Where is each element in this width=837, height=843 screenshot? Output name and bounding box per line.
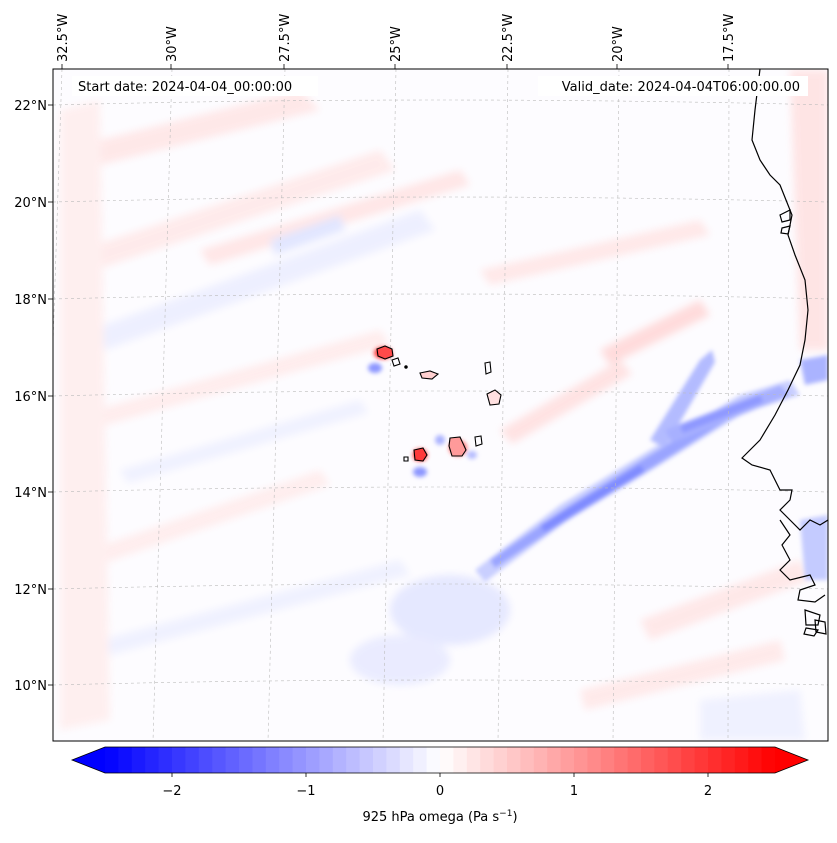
- colorbar-step: [158, 747, 173, 773]
- colorbar-step: [641, 747, 655, 773]
- colorbar-step: [667, 747, 682, 773]
- colorbar-tick-label-3: 1: [570, 784, 578, 799]
- colorbar-tick-label-4: 2: [704, 784, 712, 799]
- colorbar: −2 −1 0 1 2 925 hPa omega (Pa s−1): [70, 746, 810, 825]
- colorbar-step: [480, 747, 495, 773]
- latitude-labels: 22°N 20°N 18°N 16°N 14°N 12°N 10°N: [14, 99, 53, 694]
- lon-label-2: 27.5°W: [278, 14, 293, 62]
- colorbar-step: [708, 747, 722, 773]
- colorbar-step: [627, 747, 642, 773]
- svg-text:20°W: 20°W: [611, 26, 626, 62]
- colorbar-step: [172, 747, 186, 773]
- start-date-box: [72, 76, 318, 96]
- colorbar-step: [748, 747, 763, 773]
- longitude-labels: 32.5°W 30°W 27.5°W 25°W 22.5°W 20°W 17.5°W: [56, 14, 737, 69]
- map-frame: [52, 68, 829, 742]
- colorbar-step: [681, 747, 696, 773]
- colorbar-step: [614, 747, 629, 773]
- colorbar-step: [118, 747, 133, 773]
- cape-verde-islands: [376, 345, 502, 462]
- lon-label-1: 30°W: [165, 26, 180, 62]
- colorbar-step: [212, 747, 227, 773]
- colorbar-step: [239, 747, 253, 773]
- colorbar-step: [600, 747, 615, 773]
- colorbar-label-close: ): [512, 810, 517, 825]
- lon-label-5: 20°W: [611, 26, 626, 62]
- start-date-label: Start date: 2024-04-04_00:00:00: [78, 80, 292, 95]
- colorbar-step: [466, 747, 481, 773]
- colorbar-step: [292, 747, 307, 773]
- graticule: [53, 69, 828, 741]
- colorbar-step: [332, 747, 347, 773]
- colorbar-step: [547, 747, 562, 773]
- lon-label-0: 32.5°W: [56, 14, 71, 62]
- colorbar-extend-max: [775, 747, 808, 773]
- colorbar-step: [426, 747, 441, 773]
- colorbar-step: [507, 747, 521, 773]
- colorbar-step: [105, 747, 119, 773]
- colorbar-step: [694, 747, 709, 773]
- svg-text:17.5°W: 17.5°W: [722, 14, 737, 62]
- colorbar-tick-label-2: 0: [436, 784, 444, 799]
- colorbar-step: [453, 747, 468, 773]
- colorbar-step: [399, 747, 414, 773]
- colorbar-step: [265, 747, 280, 773]
- valid-date-box: [538, 76, 808, 96]
- colorbar-step: [319, 747, 334, 773]
- colorbar-extend-min: [72, 747, 105, 773]
- lat-label-0: 22°N: [14, 99, 47, 114]
- colorbar-step: [145, 747, 160, 773]
- colorbar-label: 925 hPa omega (Pa s−1): [362, 809, 517, 825]
- colorbar-step: [734, 747, 749, 773]
- svg-text:32.5°W: 32.5°W: [56, 14, 71, 62]
- lat-label-3: 16°N: [14, 390, 47, 405]
- colorbar-step: [520, 747, 535, 773]
- colorbar-label-main: 925 hPa omega (Pa s: [362, 810, 499, 825]
- coastline: [741, 69, 828, 637]
- colorbar-step: [373, 747, 387, 773]
- colorbar-step: [306, 747, 320, 773]
- colorbar-step: [346, 747, 361, 773]
- svg-text:27.5°W: 27.5°W: [278, 14, 293, 62]
- colorbar-label-sup: −1: [499, 809, 512, 819]
- colorbar-step: [359, 747, 374, 773]
- lat-label-5: 12°N: [14, 583, 47, 598]
- colorbar-step: [721, 747, 736, 773]
- colorbar-step: [386, 747, 401, 773]
- colorbar-step: [761, 747, 776, 773]
- omega-field: [60, 70, 828, 740]
- lat-label-1: 20°N: [14, 196, 47, 211]
- colorbar-step: [560, 747, 575, 773]
- colorbar-step: [493, 747, 508, 773]
- lon-label-6: 17.5°W: [722, 14, 737, 62]
- colorbar-tick-label-1: −1: [296, 784, 315, 799]
- colorbar-outline: [70, 746, 810, 774]
- colorbar-step: [131, 747, 146, 773]
- colorbar-step: [225, 747, 240, 773]
- lon-label-3: 25°W: [389, 26, 404, 62]
- svg-text:25°W: 25°W: [389, 26, 404, 62]
- colorbar-step: [413, 747, 428, 773]
- colorbar-step: [440, 747, 454, 773]
- lat-label-4: 14°N: [14, 486, 47, 501]
- colorbar-step: [198, 747, 213, 773]
- lat-label-2: 18°N: [14, 293, 47, 308]
- svg-text:22.5°W: 22.5°W: [501, 14, 516, 62]
- colorbar-step: [252, 747, 267, 773]
- valid-date-label: Valid_date: 2024-04-04T06:00:00.00: [562, 80, 800, 95]
- colorbar-step: [654, 747, 669, 773]
- colorbar-step: [574, 747, 588, 773]
- colorbar-step: [587, 747, 602, 773]
- colorbar-step: [279, 747, 294, 773]
- colorbar-step: [185, 747, 200, 773]
- svg-text:30°W: 30°W: [165, 26, 180, 62]
- lon-label-4: 22.5°W: [501, 14, 516, 62]
- colorbar-tick-label-0: −2: [162, 784, 181, 799]
- colorbar-step: [533, 747, 548, 773]
- lat-label-6: 10°N: [14, 679, 47, 694]
